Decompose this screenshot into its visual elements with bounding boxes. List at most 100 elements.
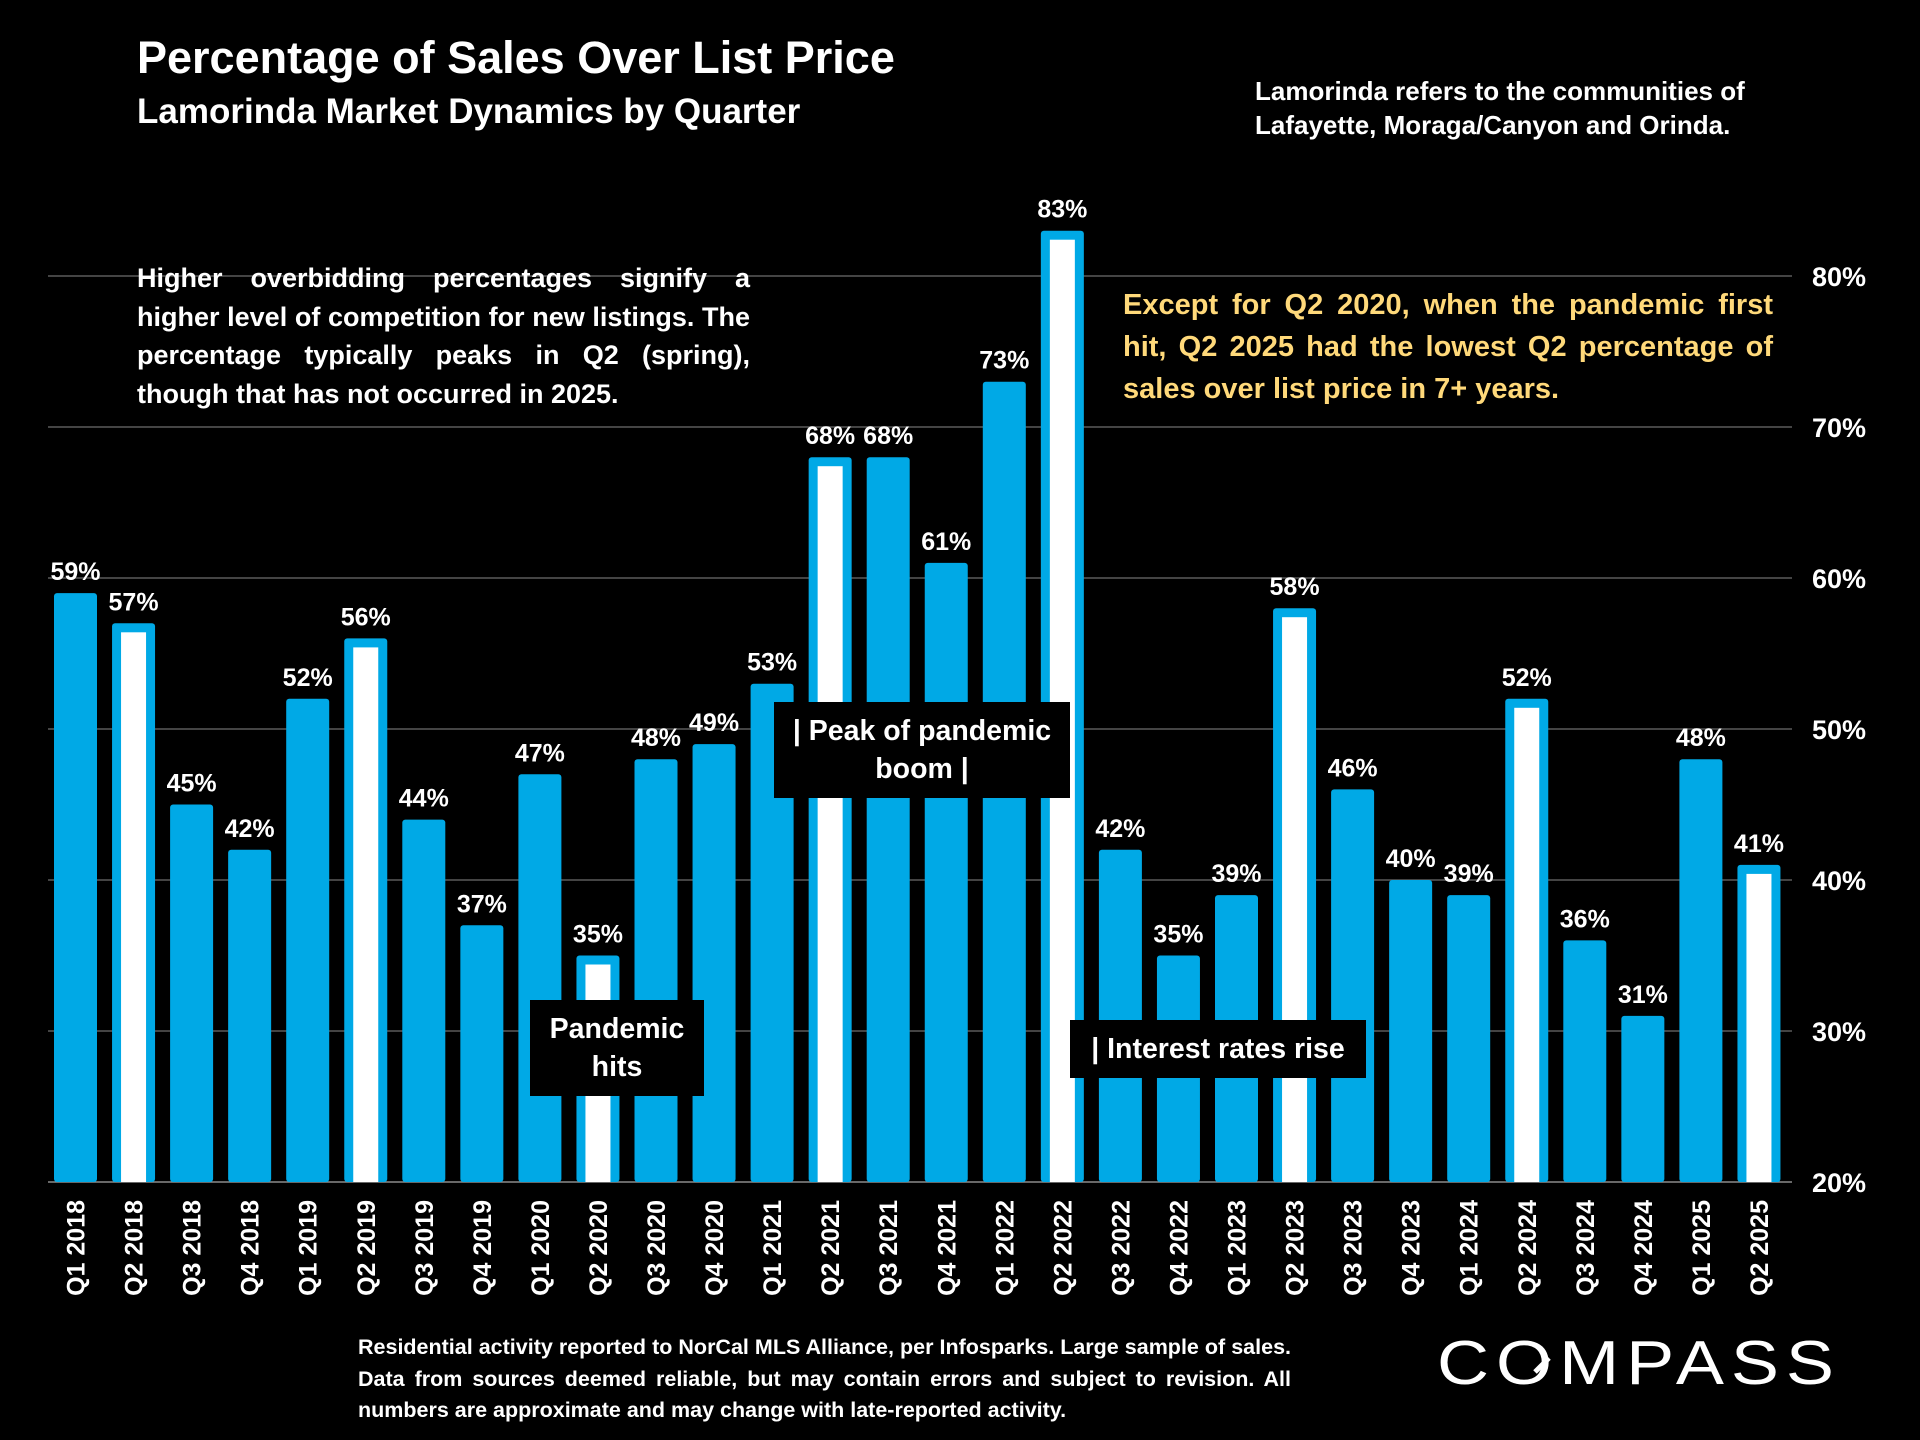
x-tick-label: Q2 2023 [1282,1200,1310,1296]
bar [1331,789,1375,1182]
bar [1098,849,1142,1182]
x-tick-label: Q2 2025 [1746,1200,1774,1296]
bar [228,849,272,1182]
x-tick-label: Q3 2020 [643,1200,671,1296]
left-annotation-text: Higher overbidding percentages signify a… [137,263,750,409]
bar [460,925,504,1182]
bar [286,698,330,1182]
x-tick-label: Q1 2025 [1688,1200,1716,1296]
x-tick-label: Q2 2022 [1049,1200,1077,1296]
bar-value-label: 37% [457,890,507,918]
y-tick-label: 30% [1812,1017,1866,1047]
bar-value-label: 68% [863,422,913,450]
bar-value-label: 31% [1618,981,1668,1009]
bar [750,683,794,1182]
peak-pandemic-boom-callout: | Peak of pandemic boom | [774,702,1070,798]
bar-value-label: 40% [1386,845,1436,873]
bar [402,819,446,1182]
x-tick-label: Q2 2021 [817,1200,845,1296]
chart-title: Percentage of Sales Over List Price [137,32,895,83]
x-tick-label: Q3 2018 [179,1200,207,1296]
bar [692,744,736,1182]
logo-slash-mark [1533,1356,1551,1374]
bar-value-label: 68% [805,422,855,450]
bar-value-label: 49% [689,709,739,737]
x-tick-label: Q3 2022 [1107,1200,1135,1296]
bar [634,759,678,1182]
bar-value-label: 83% [1037,196,1087,224]
bar-value-label: 53% [747,649,797,677]
y-tick-label: 60% [1812,564,1866,594]
right-annotation-text: Except for Q2 2020, when the pandemic fi… [1123,289,1773,405]
source-footnote: Residential activity reported to NorCal … [358,1335,1291,1422]
x-tick-label: Q3 2019 [411,1200,439,1296]
y-tick-label: 40% [1812,866,1866,896]
compass-logo: COMPASS [1437,1329,1841,1398]
bar [1447,895,1491,1182]
bar [170,804,214,1182]
bar-value-label: 56% [341,603,391,631]
bar-value-label: 61% [921,528,971,556]
bar-value-label: 42% [225,815,275,843]
x-tick-label: Q4 2018 [237,1200,265,1296]
bar-value-label: 45% [167,770,217,798]
bar-highlight-fill [1514,707,1540,1182]
interest-rates-rise-callout: | Interest rates rise [1070,1020,1366,1078]
bar-value-label: 36% [1560,905,1610,933]
bar-value-label: 73% [979,347,1029,375]
x-tick-label: Q1 2024 [1456,1200,1484,1296]
bar-value-label: 46% [1328,754,1378,782]
x-tick-label: Q1 2023 [1224,1200,1252,1296]
region-note: Lamorinda refers to the communities of L… [1255,76,1745,140]
bar-value-label: 42% [1095,815,1145,843]
x-tick-label: Q1 2022 [991,1200,1019,1296]
x-tick-label: Q2 2024 [1514,1200,1542,1296]
bar-value-label: 48% [1676,724,1726,752]
y-tick-label: 50% [1812,715,1866,745]
bar-value-label: 39% [1444,860,1494,888]
bar [1621,1015,1665,1182]
x-tick-label: Q4 2019 [469,1200,497,1296]
bar-value-label: 35% [573,921,623,949]
x-tick-label: Q1 2018 [63,1200,91,1296]
bar-value-label: 58% [1270,573,1320,601]
bar [518,774,562,1182]
bar-highlight-fill [817,466,843,1182]
x-tick-label: Q4 2023 [1398,1200,1426,1296]
y-tick-label: 70% [1812,413,1866,443]
bar [866,457,910,1182]
x-tick-label: Q4 2020 [701,1200,729,1296]
y-tick-label: 80% [1812,262,1866,292]
x-tick-label: Q1 2019 [295,1200,323,1296]
chart-subtitle: Lamorinda Market Dynamics by Quarter [137,92,801,131]
x-tick-label: Q2 2020 [585,1200,613,1296]
compass-logo-text: COMPASS [1437,1329,1841,1398]
x-tick-label: Q4 2021 [933,1200,961,1296]
x-tick-label: Q3 2021 [875,1200,903,1296]
x-tick-label: Q3 2023 [1340,1200,1368,1296]
pandemic-hits-callout: Pandemic hits [530,1000,704,1096]
bar-highlight-fill [1282,617,1308,1182]
bar [1563,940,1607,1182]
bar-highlight-fill [353,647,379,1182]
x-tick-label: Q3 2024 [1572,1200,1600,1296]
bar-highlight-fill [121,632,147,1182]
bar [54,593,97,1182]
x-tick-label: Q2 2018 [121,1200,149,1296]
bar [1679,759,1723,1182]
x-tick-label: Q2 2019 [353,1200,381,1296]
bar-value-label: 57% [109,588,159,616]
bar-value-label: 52% [283,664,333,692]
bar-highlight-fill [1746,873,1772,1182]
bar-value-label: 35% [1153,921,1203,949]
x-tick-label: Q4 2022 [1165,1200,1193,1296]
bar-value-label: 44% [399,785,449,813]
bar [924,562,968,1182]
bar [1389,880,1433,1182]
x-tick-label: Q1 2020 [527,1200,555,1296]
y-tick-label: 20% [1812,1168,1866,1198]
x-tick-label: Q1 2021 [759,1200,787,1296]
bar-value-label: 52% [1502,664,1552,692]
bar-value-label: 59% [50,558,100,586]
bar-value-label: 41% [1734,830,1784,858]
